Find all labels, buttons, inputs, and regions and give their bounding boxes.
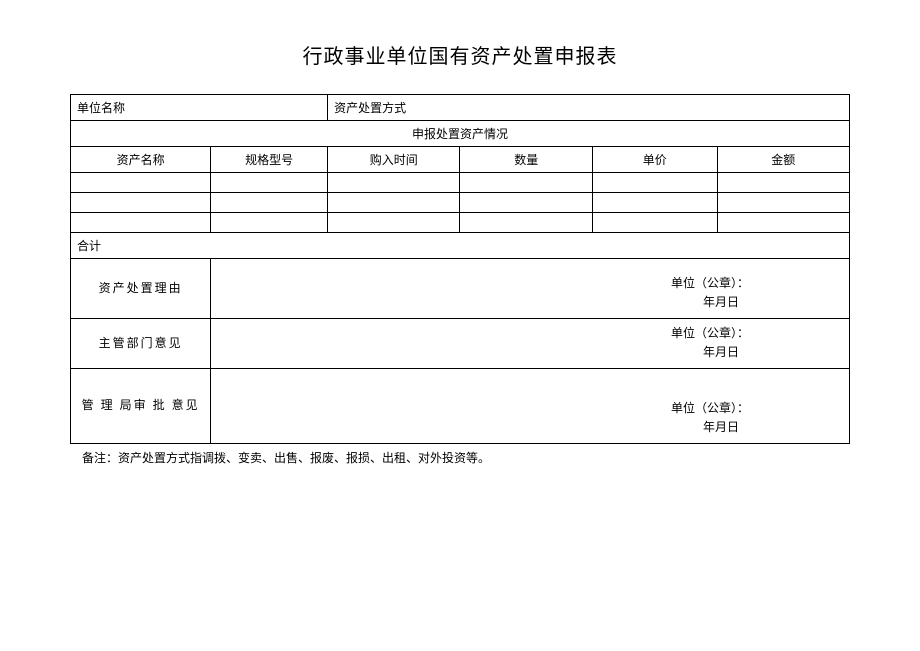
table-cell <box>460 173 592 193</box>
mgmt-date: 年月日 <box>671 418 749 437</box>
mgmt-label: 管 理 局审 批 意见 <box>71 369 211 444</box>
disposal-method-cell: 资产处置方式 <box>328 95 850 121</box>
col-amount: 金额 <box>717 147 849 173</box>
dept-date: 年月日 <box>671 343 749 362</box>
table-cell <box>717 173 849 193</box>
reason-date: 年月日 <box>671 293 749 312</box>
table-cell <box>71 213 211 233</box>
table-cell <box>328 173 460 193</box>
table-cell <box>460 213 592 233</box>
form-title: 行政事业单位国有资产处置申报表 <box>70 40 850 69</box>
section-header: 申报处置资产情况 <box>71 121 850 147</box>
table-cell <box>592 173 717 193</box>
table-cell <box>328 193 460 213</box>
col-quantity: 数量 <box>460 147 592 173</box>
table-cell <box>211 213 328 233</box>
unit-name-label: 单位名称 <box>77 101 125 115</box>
mgmt-stamp: 单位（公章）： <box>671 399 749 418</box>
table-cell <box>71 193 211 213</box>
table-cell <box>71 173 211 193</box>
table-cell <box>211 193 328 213</box>
col-spec-model: 规格型号 <box>211 147 328 173</box>
col-purchase-date: 购入时间 <box>328 147 460 173</box>
reason-content: 单位（公章）： 年月日 <box>211 259 850 319</box>
disposal-method-label: 资产处置方式 <box>334 101 406 115</box>
table-cell <box>328 213 460 233</box>
col-unit-price: 单价 <box>592 147 717 173</box>
table-cell <box>460 193 592 213</box>
reason-stamp: 单位（公章）： <box>671 274 749 293</box>
table-cell <box>592 213 717 233</box>
reason-label: 资产处置理由 <box>71 259 211 319</box>
total-label: 合计 <box>71 233 850 259</box>
col-asset-name: 资产名称 <box>71 147 211 173</box>
asset-disposal-form: 单位名称 资产处置方式 申报处置资产情况 资产名称 规格型号 购入时间 数量 单… <box>70 94 850 444</box>
dept-content: 单位（公章）： 年月日 <box>211 319 850 369</box>
table-cell <box>211 173 328 193</box>
unit-name-cell: 单位名称 <box>71 95 328 121</box>
dept-stamp: 单位（公章）： <box>671 324 749 343</box>
table-cell <box>717 213 849 233</box>
mgmt-content: 单位（公章）： 年月日 <box>211 369 850 444</box>
table-cell <box>717 193 849 213</box>
dept-label: 主管部门意见 <box>71 319 211 369</box>
form-note: 备注：资产处置方式指调拨、变卖、出售、报废、报损、出租、对外投资等。 <box>70 449 850 466</box>
table-cell <box>592 193 717 213</box>
